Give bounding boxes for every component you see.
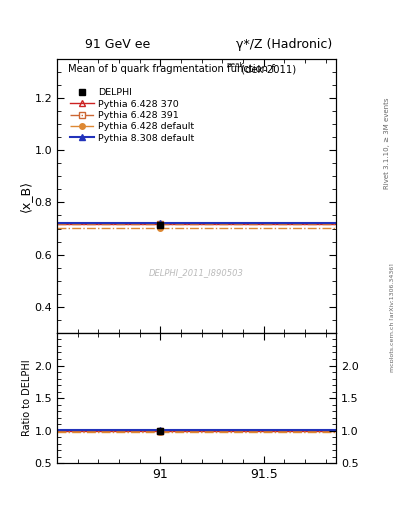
Legend: DELPHI, Pythia 6.428 370, Pythia 6.428 391, Pythia 6.428 default, Pythia 8.308 d: DELPHI, Pythia 6.428 370, Pythia 6.428 3… (70, 88, 195, 143)
Text: Mean of b quark fragmentation function f: Mean of b quark fragmentation function f (68, 65, 275, 74)
Y-axis label: ⟨x_B⟩: ⟨x_B⟩ (18, 180, 31, 212)
Text: Rivet 3.1.10, ≥ 3M events: Rivet 3.1.10, ≥ 3M events (384, 98, 390, 189)
Text: peak: peak (227, 61, 244, 68)
Text: (dek‑2011): (dek‑2011) (237, 65, 296, 74)
Text: mcplots.cern.ch [arXiv:1306.3436]: mcplots.cern.ch [arXiv:1306.3436] (390, 263, 393, 372)
Text: DELPHI_2011_I890503: DELPHI_2011_I890503 (149, 268, 244, 277)
Text: 91 GeV ee: 91 GeV ee (85, 38, 151, 51)
Text: γ*/Z (Hadronic): γ*/Z (Hadronic) (236, 38, 332, 51)
Y-axis label: Ratio to DELPHI: Ratio to DELPHI (22, 360, 31, 436)
